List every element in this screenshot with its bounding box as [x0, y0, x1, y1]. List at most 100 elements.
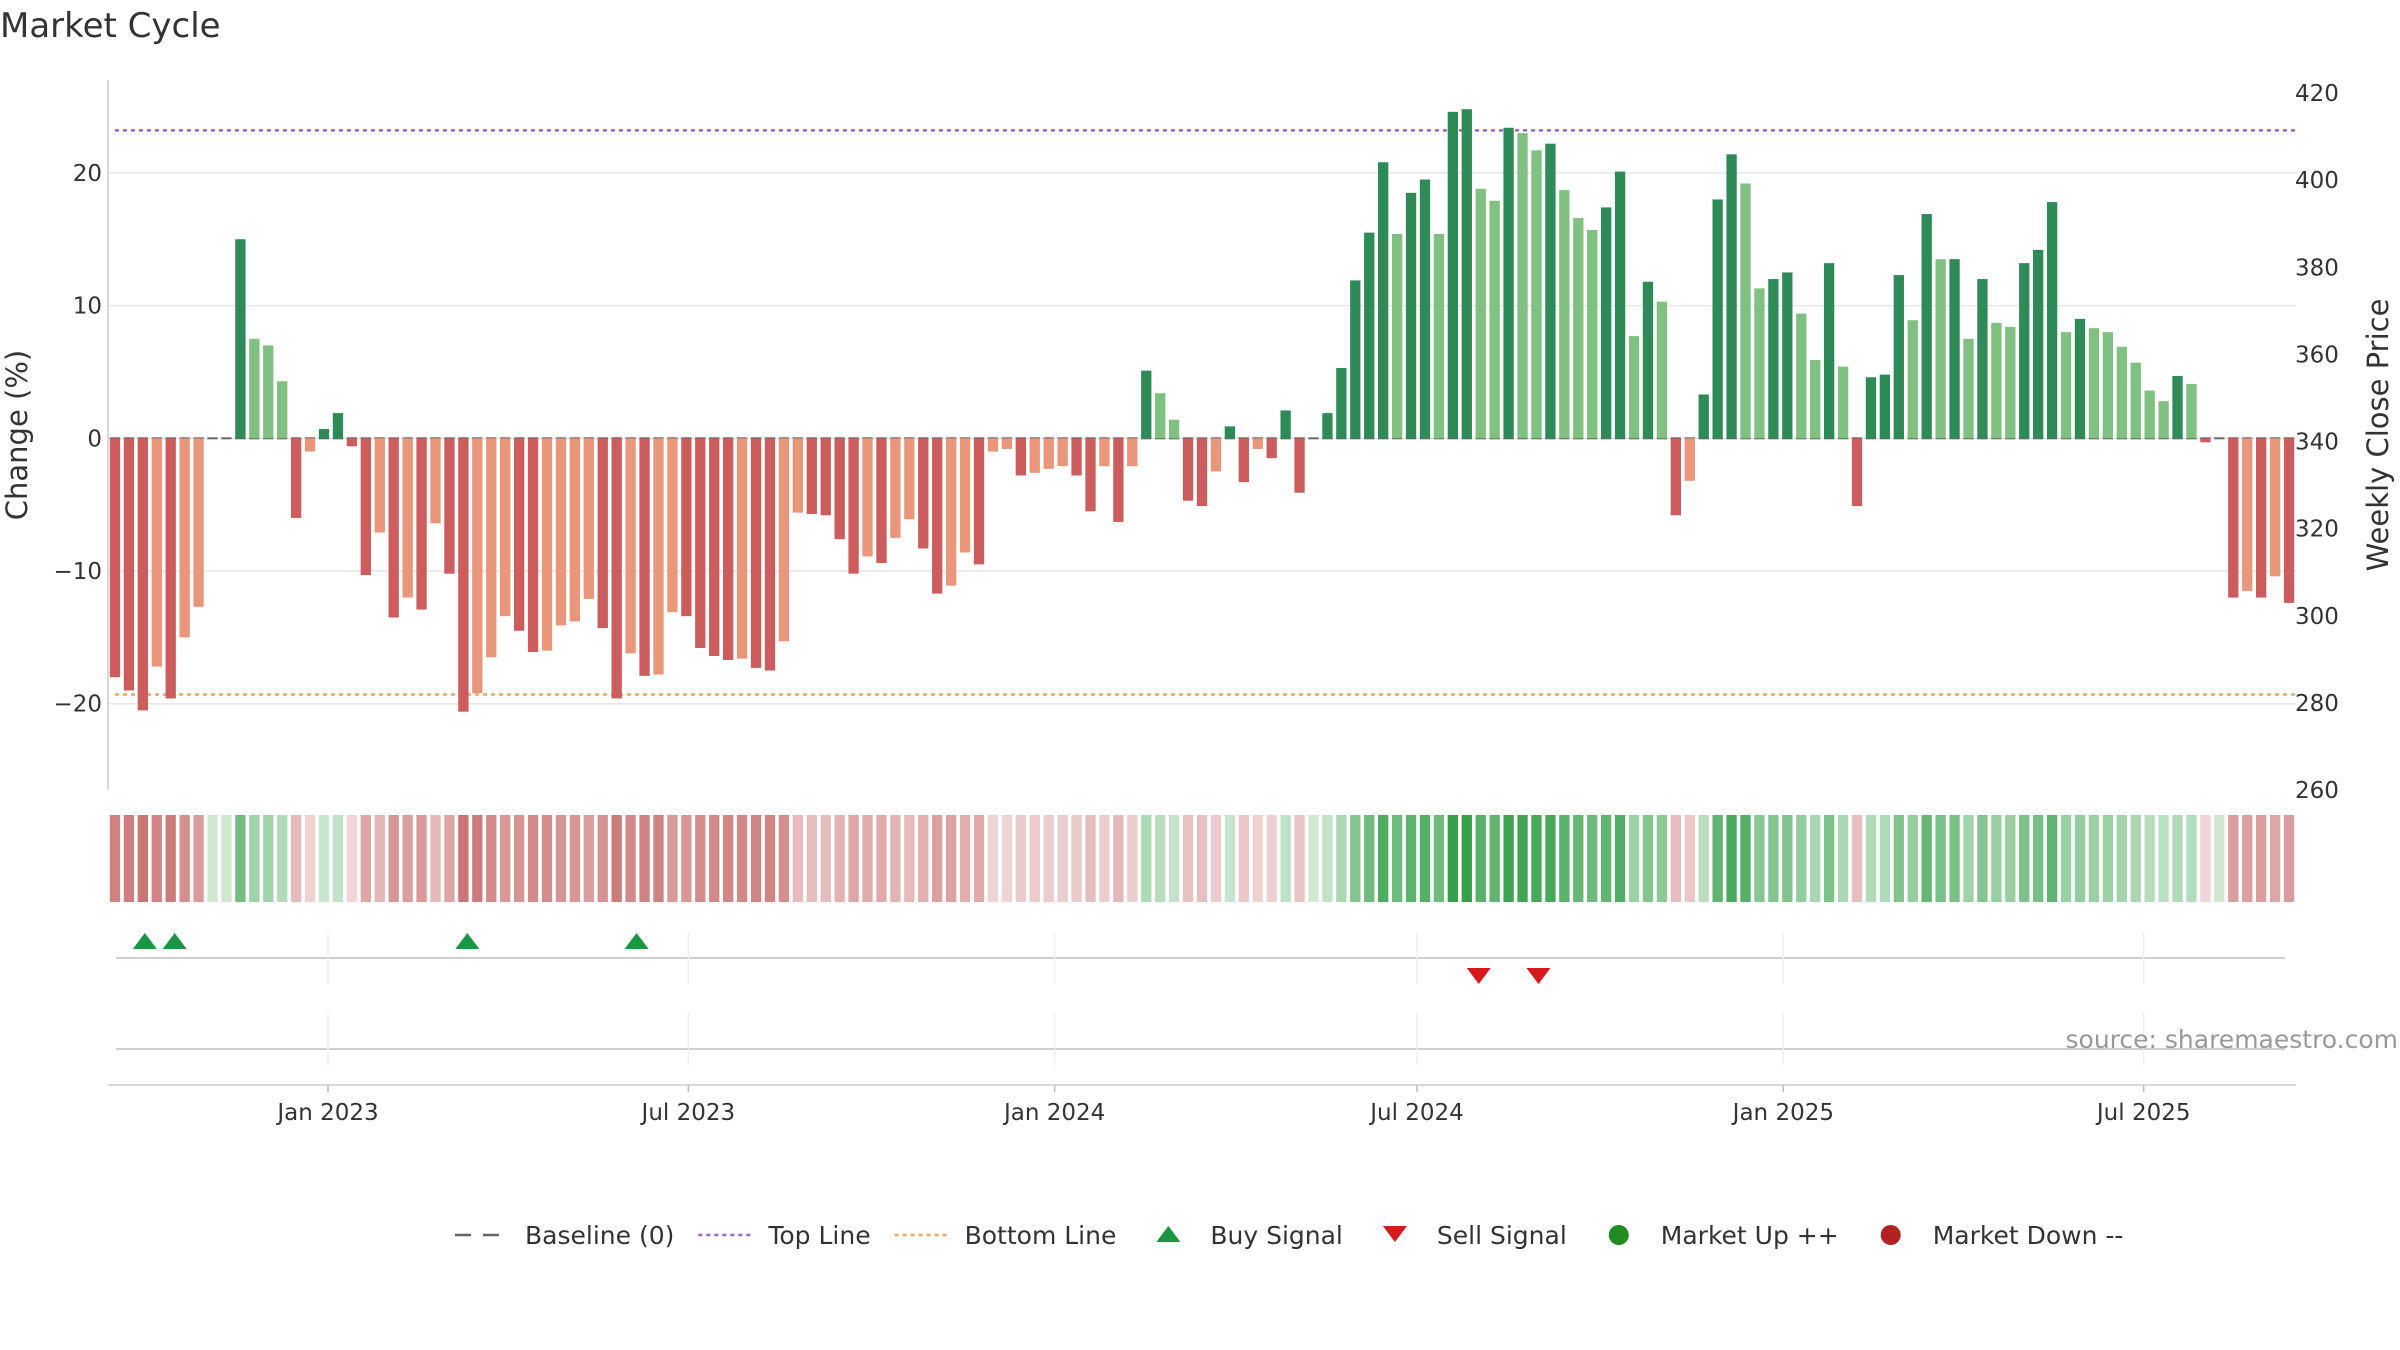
change-bar: [374, 438, 385, 533]
heat-cell: [151, 815, 162, 902]
reference-lines: [115, 129, 2296, 696]
change-bar: [806, 438, 817, 514]
heat-cell: [1991, 815, 2002, 902]
change-bar: [388, 438, 399, 618]
heat-cell: [1698, 815, 1709, 902]
change-bar: [1684, 438, 1695, 481]
heat-cell: [723, 815, 734, 902]
change-bar: [1196, 438, 1208, 506]
change-bar: [1364, 232, 1375, 439]
heat-cell: [1461, 815, 1472, 902]
heat-cell: [541, 815, 553, 902]
heat-cell: [1545, 815, 1556, 902]
heat-cell: [555, 815, 567, 902]
heat-cell: [639, 815, 650, 902]
change-bar: [1782, 272, 1793, 439]
change-bar: [1001, 438, 1013, 449]
heat-cell: [1043, 815, 1054, 902]
heat-cell: [2283, 815, 2295, 902]
change-bar: [165, 438, 176, 699]
x-tick-label: Jul 2025: [2095, 1100, 2191, 1126]
change-bar: [2060, 332, 2072, 439]
heat-cell: [527, 815, 539, 902]
change-bar: [1210, 438, 1222, 472]
change-bar: [2116, 346, 2127, 439]
heat-cell: [416, 815, 427, 902]
change-bar: [1726, 154, 1737, 439]
change-bar: [1628, 336, 1640, 439]
legend-label: Sell Signal: [1437, 1221, 1567, 1250]
heat-cell: [2116, 815, 2127, 902]
heat-cell: [611, 815, 622, 902]
legend-item-buy: Buy Signal: [1156, 1221, 1343, 1250]
change-bar: [1935, 259, 1946, 439]
change-bar: [2283, 438, 2295, 603]
buy-signal-marker: [162, 933, 187, 949]
x-tick-label: Jul 2024: [1368, 1100, 1464, 1126]
change-bar: [2005, 326, 2016, 439]
heat-cell: [1364, 815, 1375, 902]
change-bar: [1823, 263, 1835, 439]
heat-cell: [2269, 815, 2281, 902]
change-bar: [681, 438, 692, 617]
change-bar: [1865, 377, 1877, 439]
change-bar: [2172, 375, 2183, 439]
heat-cell: [1670, 815, 1681, 902]
heat-cell: [486, 815, 497, 902]
signal-panel: [108, 933, 2296, 1086]
change-bar: [1503, 127, 1514, 439]
legend-label: Market Up ++: [1661, 1221, 1839, 1250]
change-bar: [932, 438, 943, 594]
heat-cell: [1865, 815, 1877, 902]
heat-cell: [165, 815, 176, 902]
heat-cell: [2242, 815, 2253, 902]
heat-cell: [1141, 815, 1152, 902]
x-tick-label: Jul 2023: [640, 1100, 736, 1126]
heat-cell: [583, 815, 594, 902]
heat-cell: [1196, 815, 1208, 902]
heat-cell: [1308, 815, 1319, 902]
change-bar: [1085, 438, 1096, 512]
change-bar: [1489, 200, 1500, 439]
change-bar: [1977, 279, 1988, 439]
heat-cell: [2088, 815, 2100, 902]
heat-cell: [444, 815, 455, 902]
change-bar: [1141, 370, 1152, 439]
heat-cell: [1350, 815, 1361, 902]
y2-tick-label: 260: [2295, 778, 2339, 804]
change-bar: [402, 438, 413, 598]
change-bar: [1043, 438, 1054, 469]
change-bar: [1182, 438, 1194, 501]
change-bar: [332, 413, 344, 439]
change-bar: [959, 438, 971, 553]
change-bar: [1127, 438, 1138, 467]
heat-cell: [569, 815, 581, 902]
heat-cell: [1559, 815, 1570, 902]
heat-cell: [1600, 815, 1612, 902]
change-bar: [1698, 394, 1709, 439]
change-bar: [987, 438, 999, 452]
heat-cell: [2019, 815, 2030, 902]
heat-cell: [500, 815, 511, 902]
change-bar: [1447, 111, 1459, 439]
change-bar: [235, 239, 246, 439]
change-bar: [625, 438, 636, 654]
heat-cell: [1266, 815, 1277, 902]
heat-cell: [318, 815, 330, 902]
heat-cell: [2172, 815, 2183, 902]
change-bar: [1991, 322, 2002, 439]
change-bar: [973, 438, 985, 565]
heat-cell: [2200, 815, 2211, 902]
change-bar: [848, 438, 859, 574]
heat-cell: [1963, 815, 1974, 902]
legend: Baseline (0) Top Line Bottom Line Buy Signa…: [455, 1221, 2123, 1250]
heat-cell: [374, 815, 385, 902]
change-bar: [2074, 318, 2086, 439]
change-bar: [2102, 332, 2114, 439]
legend-item-bottom: Bottom Line: [894, 1221, 1116, 1250]
heat-cell: [1907, 815, 1918, 902]
change-bar: [1322, 413, 1333, 439]
change-bar: [2256, 438, 2267, 598]
heat-cell: [1935, 815, 1946, 902]
heat-cell: [1057, 815, 1068, 902]
